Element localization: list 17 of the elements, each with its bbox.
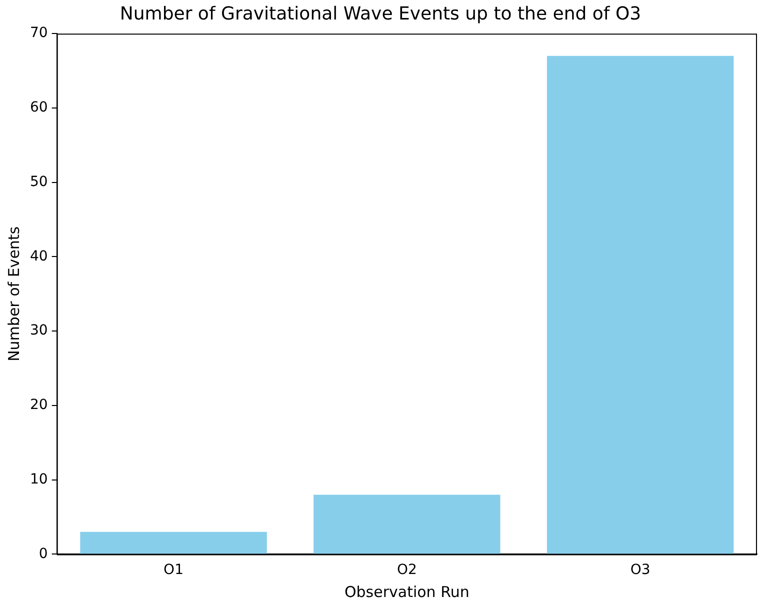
y-tick-label: 40: [30, 248, 48, 264]
chart-title: Number of Gravitational Wave Events up to the end of O3: [120, 3, 642, 24]
bar: [80, 532, 267, 554]
y-tick-label: 30: [30, 322, 48, 339]
y-tick-label: 70: [30, 25, 48, 42]
y-tick-label: 10: [30, 471, 48, 488]
y-tick-label: 60: [30, 100, 48, 116]
x-tick-label: O1: [164, 562, 184, 578]
x-axis-title: Observation Run: [344, 582, 470, 601]
y-axis-title: Number of Events: [4, 226, 23, 362]
y-tick-label: 50: [30, 174, 48, 190]
bar: [546, 56, 734, 554]
x-tick-label: O2: [396, 562, 417, 578]
bar: [314, 494, 500, 554]
y-tick-label: 0: [38, 546, 48, 562]
x-tick-label: O3: [630, 562, 650, 578]
y-tick-label: 20: [30, 397, 48, 414]
